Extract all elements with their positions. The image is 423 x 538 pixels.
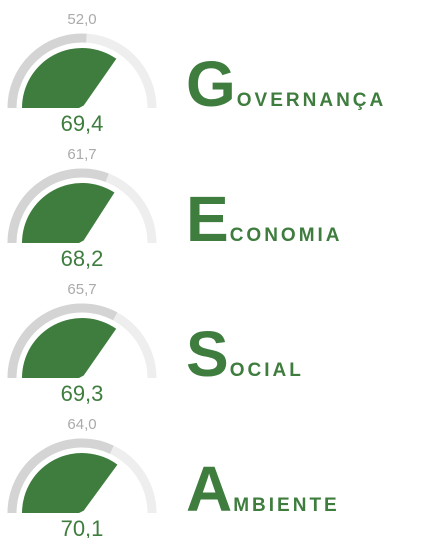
value-wedge [22, 47, 117, 108]
gauge-title: SOCIAL [186, 318, 304, 390]
reference-label: 65,7 [67, 281, 96, 298]
value-label: 70,1 [61, 516, 104, 538]
reference-arc [7, 168, 109, 244]
reference-label: 61,7 [67, 146, 96, 163]
gauge-title: GOVERNANÇA [186, 48, 387, 120]
value-label: 69,3 [61, 381, 104, 406]
reference-arc [7, 33, 87, 109]
gauge-title: AMBIENTE [186, 453, 340, 525]
reference-arc [7, 303, 118, 379]
reference-label: 64,0 [67, 416, 96, 433]
gauge-title: ECONOMIA [186, 183, 343, 255]
reference-label: 52,0 [67, 11, 96, 28]
reference-arc [7, 438, 114, 514]
value-wedge [21, 182, 115, 243]
value-label: 69,4 [61, 111, 104, 136]
value-wedge [22, 318, 117, 378]
value-label: 68,2 [61, 246, 104, 271]
value-wedge [22, 453, 118, 513]
